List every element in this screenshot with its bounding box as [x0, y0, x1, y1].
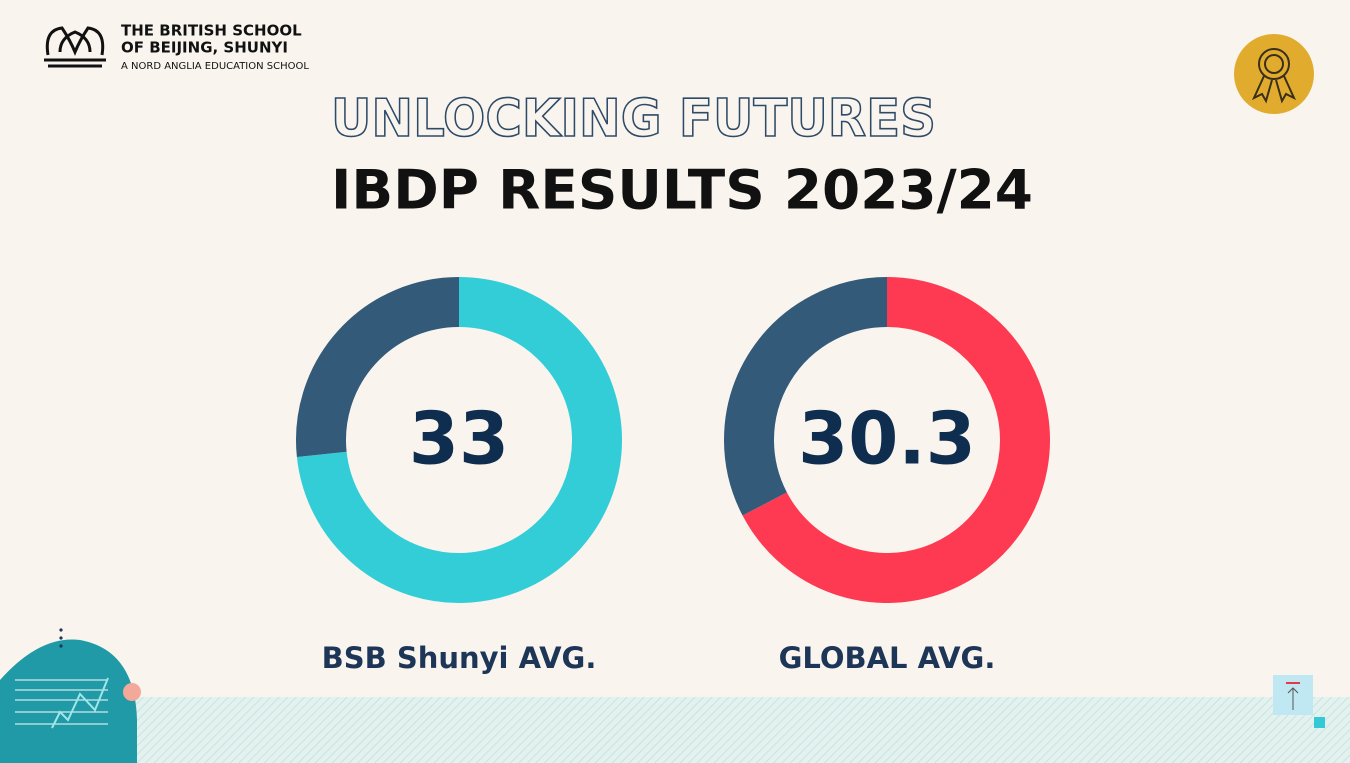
center-value: 33: [409, 397, 509, 481]
donut-segment: [296, 277, 460, 458]
award-badge: [1234, 34, 1314, 114]
title-outline: UNLOCKING FUTURES: [331, 89, 936, 149]
donut-segment: [742, 277, 1050, 603]
logo: [44, 26, 106, 68]
donut-segment: [296, 277, 622, 603]
scroll-top-button[interactable]: [1273, 675, 1325, 728]
school-tagline: A NORD ANGLIA EDUCATION SCHOOL: [121, 61, 309, 72]
decoration: [0, 628, 141, 763]
footer-band: [0, 697, 1350, 763]
donut-segment: [724, 277, 888, 516]
chart-label: BSB Shunyi AVG.: [322, 641, 597, 675]
title: IBDP RESULTS 2023/24: [331, 159, 1033, 222]
school-name: THE BRITISH SCHOOL: [121, 22, 302, 40]
center-value: 30.3: [798, 397, 976, 481]
school-name: OF BEIJING, SHUNYI: [121, 39, 288, 57]
chart-label: GLOBAL AVG.: [779, 641, 996, 675]
